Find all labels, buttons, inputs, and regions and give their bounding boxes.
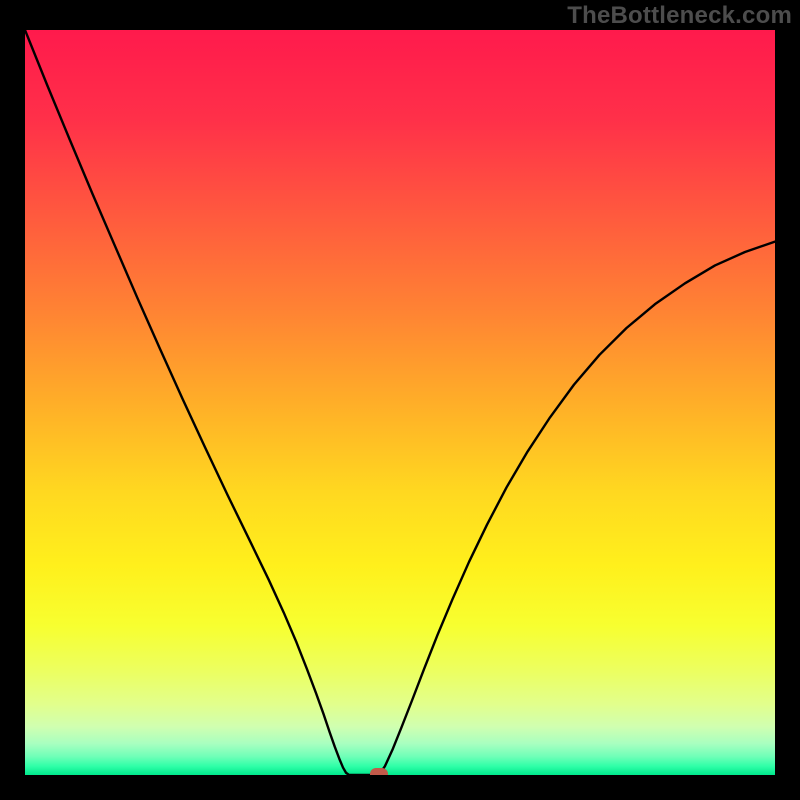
watermark-text: TheBottleneck.com xyxy=(567,2,792,30)
plot-background xyxy=(25,30,775,775)
optimum-marker xyxy=(370,768,388,782)
bottleneck-chart xyxy=(0,0,800,800)
